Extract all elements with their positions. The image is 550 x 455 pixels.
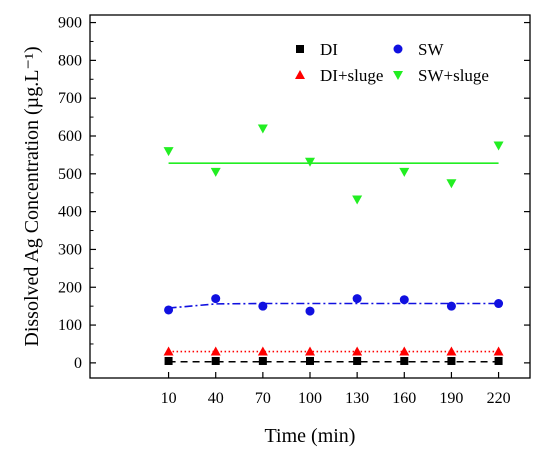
point-di [258, 356, 267, 365]
x-tick-label: 130 [345, 390, 369, 407]
y-tick-label: 800 [58, 52, 82, 69]
point-sw-sluge [305, 157, 315, 167]
point-sw-sluge [163, 147, 174, 157]
point-sw [211, 294, 221, 304]
point-sw-sluge [493, 141, 504, 151]
y-tick-label: 900 [58, 15, 82, 32]
y-tick-label: 600 [58, 128, 82, 145]
point-di-sluge [163, 346, 174, 356]
y-axis-title: Dissolved Ag Concentration (µg.L⁻¹) [21, 46, 43, 346]
point-di-sluge [305, 346, 315, 356]
point-di [494, 356, 503, 365]
y-tick-label: 700 [58, 90, 82, 107]
legend-label-di: DI [320, 40, 338, 59]
fit-lines [168, 162, 499, 363]
point-di-sluge [210, 346, 221, 356]
legend-marker-di [296, 45, 304, 53]
point-sw [305, 306, 315, 316]
data-points [163, 124, 504, 365]
point-sw-sluge [352, 195, 363, 205]
fit-line-sw [168, 302, 499, 309]
x-tick-label: 100 [298, 390, 322, 407]
x-axis: 10 40 70 100 130 160 190 220 [161, 372, 511, 407]
point-sw [399, 295, 409, 305]
point-di [306, 356, 314, 365]
x-tick-label: 10 [161, 390, 177, 407]
legend-marker-di-sluge [295, 70, 305, 79]
legend-label-di-sluge: DI+sluge [320, 66, 383, 85]
y-tick-label: 0 [74, 355, 82, 372]
point-sw [446, 301, 456, 311]
y-tick-label: 400 [58, 204, 82, 221]
point-di [164, 356, 173, 365]
point-di [353, 356, 362, 365]
legend-label-sw: SW [418, 40, 444, 59]
point-sw [494, 299, 504, 309]
legend-label-sw-sluge: SW+sluge [418, 66, 489, 85]
point-sw-sluge [446, 179, 457, 189]
x-tick-label: 220 [487, 390, 511, 407]
x-tick-label: 40 [208, 390, 224, 407]
point-di-sluge [493, 346, 504, 356]
point-sw [258, 301, 268, 311]
y-tick-label: 500 [58, 166, 82, 183]
point-di-sluge [352, 346, 363, 356]
point-di [211, 356, 220, 365]
point-sw [164, 305, 174, 315]
legend-marker-sw [393, 44, 403, 54]
x-tick-label: 70 [255, 390, 271, 407]
point-sw-sluge [210, 167, 221, 177]
x-axis-title: Time (min) [265, 425, 356, 447]
legend-marker-sw-sluge [393, 71, 403, 80]
point-di-sluge [446, 346, 457, 356]
point-di [447, 356, 456, 365]
x-tick-label: 190 [439, 390, 463, 407]
point-sw-sluge [399, 167, 410, 177]
y-tick-label: 100 [58, 317, 82, 334]
point-di-sluge [257, 346, 268, 356]
point-di [400, 356, 409, 365]
y-tick-label: 200 [58, 279, 82, 296]
y-axis: 0 100 200 300 400 500 600 700 800 900 [58, 15, 530, 372]
point-di-sluge [399, 346, 410, 356]
point-sw [352, 294, 362, 304]
legend: DI SW DI+sluge SW+sluge [295, 40, 489, 85]
y-tick-label: 300 [58, 241, 82, 258]
point-sw-sluge [257, 124, 268, 134]
x-tick-label: 160 [392, 390, 416, 407]
